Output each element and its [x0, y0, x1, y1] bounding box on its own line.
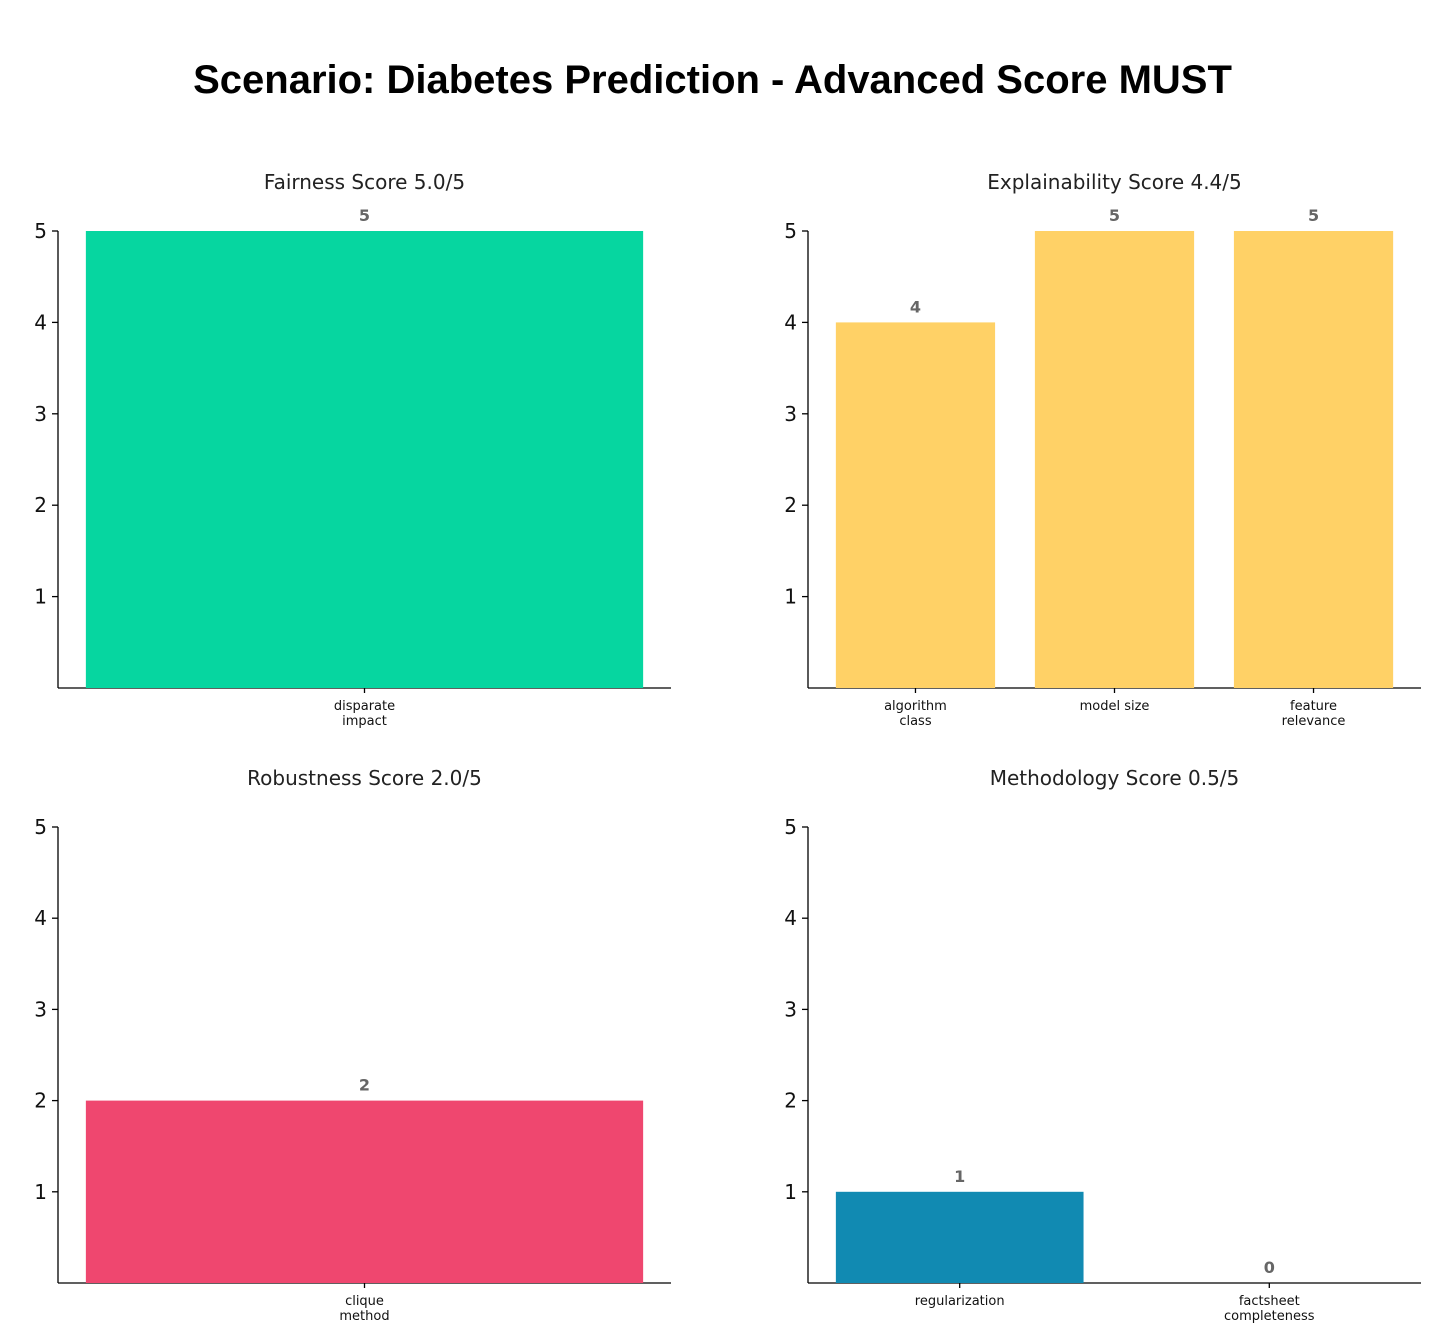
methodology-y-tick-label: 2	[784, 1089, 797, 1113]
explainability-chart-title: Explainability Score 4.4/5	[987, 170, 1242, 194]
fairness-category-label: impact	[342, 714, 387, 729]
robustness-y-tick-label: 1	[34, 1180, 47, 1204]
robustness-bar-value-label: 2	[359, 1076, 370, 1095]
robustness-bar	[85, 1100, 644, 1283]
explainability-y-tick-label: 3	[784, 402, 797, 426]
page-title: Scenario: Diabetes Prediction - Advanced…	[193, 58, 1232, 102]
fairness-chart-title: Fairness Score 5.0/5	[264, 170, 465, 194]
fairness-category-label: disparate	[334, 699, 395, 714]
robustness-y-tick-label: 5	[34, 815, 47, 839]
methodology-chart: Methodology Score 0.5/5 1 2 3 4 5 1 regularizat…	[784, 766, 1421, 1324]
methodology-bar-value-label: 1	[954, 1167, 965, 1186]
explainability-y-tick-label: 2	[784, 493, 797, 517]
fairness-y-tick-label: 2	[34, 493, 47, 517]
explainability-bar	[835, 322, 996, 688]
methodology-bar	[835, 1191, 1084, 1283]
fairness-bar-value-label: 5	[359, 206, 370, 225]
fairness-y-tick-label: 4	[34, 310, 47, 334]
methodology-y-tick-label: 4	[784, 906, 797, 930]
explainability-bar	[1233, 231, 1394, 688]
explainability-category-label: relevance	[1282, 714, 1346, 729]
methodology-y-tick-label: 3	[784, 997, 797, 1021]
explainability-chart: Explainability Score 4.4/5 1 2 3 4 5 4 algorith…	[784, 170, 1421, 729]
robustness-y-tick-label: 4	[34, 906, 47, 930]
explainability-category-label: class	[899, 714, 931, 729]
methodology-category-label: regularization	[915, 1294, 1005, 1309]
explainability-bar	[1034, 231, 1195, 688]
methodology-y-tick-label: 1	[784, 1180, 797, 1204]
explainability-y-tick-label: 5	[784, 219, 797, 243]
explainability-bar-value-label: 5	[1109, 206, 1120, 225]
methodology-category-label: completeness	[1224, 1309, 1315, 1324]
explainability-bar-value-label: 5	[1308, 206, 1319, 225]
fairness-bar	[85, 231, 644, 688]
robustness-y-tick-label: 3	[34, 997, 47, 1021]
fairness-y-tick-label: 5	[34, 219, 47, 243]
explainability-bar-value-label: 4	[910, 297, 921, 316]
methodology-y-tick-label: 5	[784, 815, 797, 839]
explainability-category-label: model size	[1080, 699, 1150, 714]
explainability-category-label: feature	[1290, 699, 1337, 714]
fairness-y-tick-label: 1	[34, 585, 47, 609]
robustness-category-label: method	[339, 1309, 389, 1324]
explainability-category-label: algorithm	[884, 699, 947, 714]
robustness-chart-title: Robustness Score 2.0/5	[247, 766, 482, 790]
methodology-chart-title: Methodology Score 0.5/5	[990, 766, 1240, 790]
robustness-y-tick-label: 2	[34, 1089, 47, 1113]
explainability-y-tick-label: 1	[784, 585, 797, 609]
methodology-category-label: factsheet	[1239, 1294, 1300, 1309]
fairness-chart: Fairness Score 5.0/5 1 2 3 4 5 5 disparateimpac…	[34, 170, 671, 729]
explainability-y-tick-label: 4	[784, 310, 797, 334]
robustness-category-label: clique	[345, 1294, 384, 1309]
methodology-bar-value-label: 0	[1264, 1258, 1275, 1277]
fairness-y-tick-label: 3	[34, 402, 47, 426]
